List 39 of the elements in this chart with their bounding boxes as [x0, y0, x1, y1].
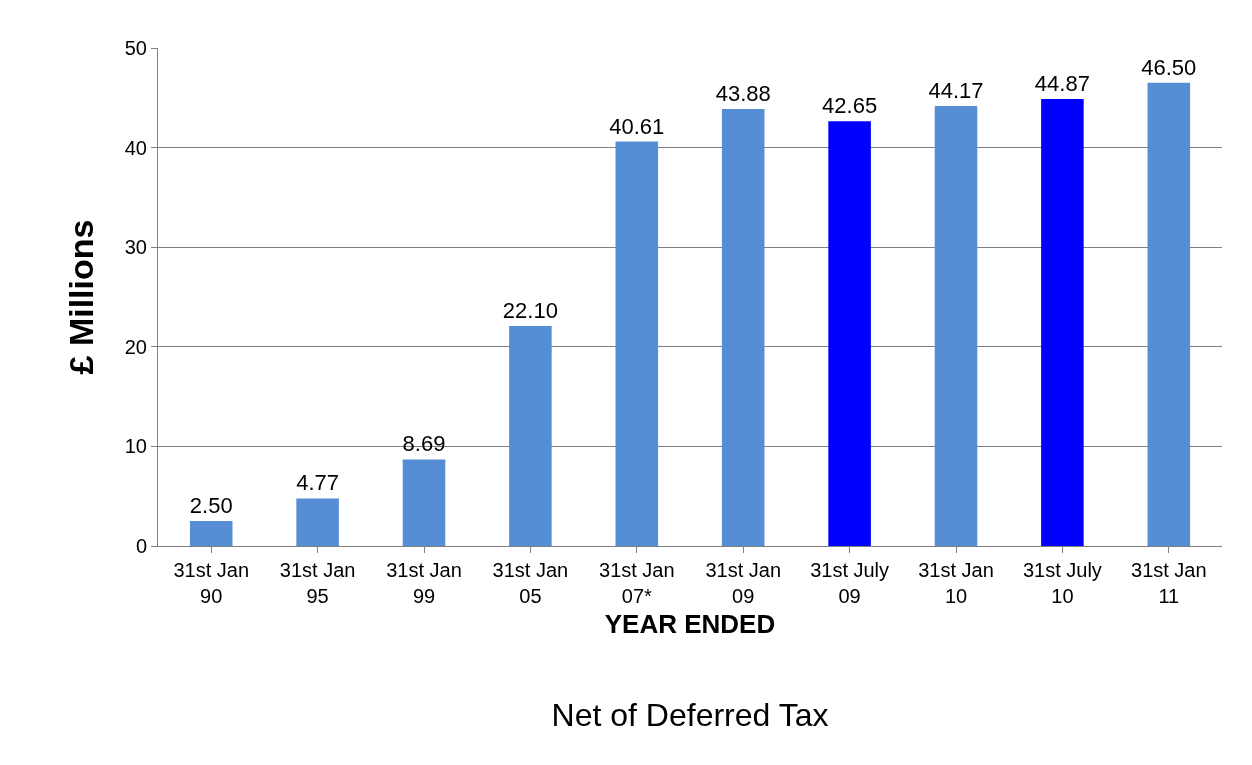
x-tick-label: 31st Jan 07*: [599, 559, 675, 607]
data-label: 46.50: [1141, 54, 1197, 80]
y-tick-label: 40: [124, 136, 147, 159]
data-label: 40.61: [609, 113, 665, 139]
x-tick-label: 31st July 10: [1022, 559, 1102, 607]
data-label: 4.77: [296, 470, 340, 496]
y-tick-label: 10: [124, 435, 147, 458]
x-tick-label: 31st Jan 11: [1131, 559, 1207, 607]
data-label: 42.65: [822, 93, 878, 119]
y-tick-label: 30: [124, 236, 147, 259]
bar: [296, 498, 339, 546]
y-tick-label: 50: [124, 37, 147, 59]
x-axis-title: YEAR ENDED: [604, 608, 776, 639]
bar: [934, 106, 978, 546]
y-axis-title: £ Millions: [62, 219, 101, 375]
text: Net of Deferred Tax: [551, 697, 829, 734]
data-label: 2.50: [189, 493, 233, 519]
bar: [828, 121, 871, 546]
data-label: 44.17: [928, 78, 984, 104]
data-label: 22.10: [502, 297, 558, 323]
bar: [1147, 82, 1191, 546]
x-tick-label: 31st Jan 90: [173, 559, 249, 607]
y-tick-label: 20: [124, 335, 147, 358]
x-tick-label: 31st Jan 95: [279, 559, 356, 607]
bar: [1041, 99, 1084, 546]
y-tick-label: 0: [135, 535, 147, 557]
data-label: 44.87: [1034, 71, 1090, 97]
x-tick-label: 31st Jan 99: [386, 559, 462, 607]
data-label: 8.69: [402, 431, 446, 457]
bar: [189, 521, 233, 546]
bar: [615, 141, 659, 546]
data-label: 43.88: [715, 80, 771, 106]
x-tick-label: 31st Jan 09: [705, 559, 781, 607]
x-tick-label: 31st Jan 10: [918, 559, 994, 607]
bar: [402, 459, 446, 546]
x-tick-label: 31st July 09: [810, 559, 890, 607]
bar: [509, 325, 552, 546]
x-tick-label: 31st Jan 05: [492, 559, 569, 607]
bar: [721, 108, 765, 546]
